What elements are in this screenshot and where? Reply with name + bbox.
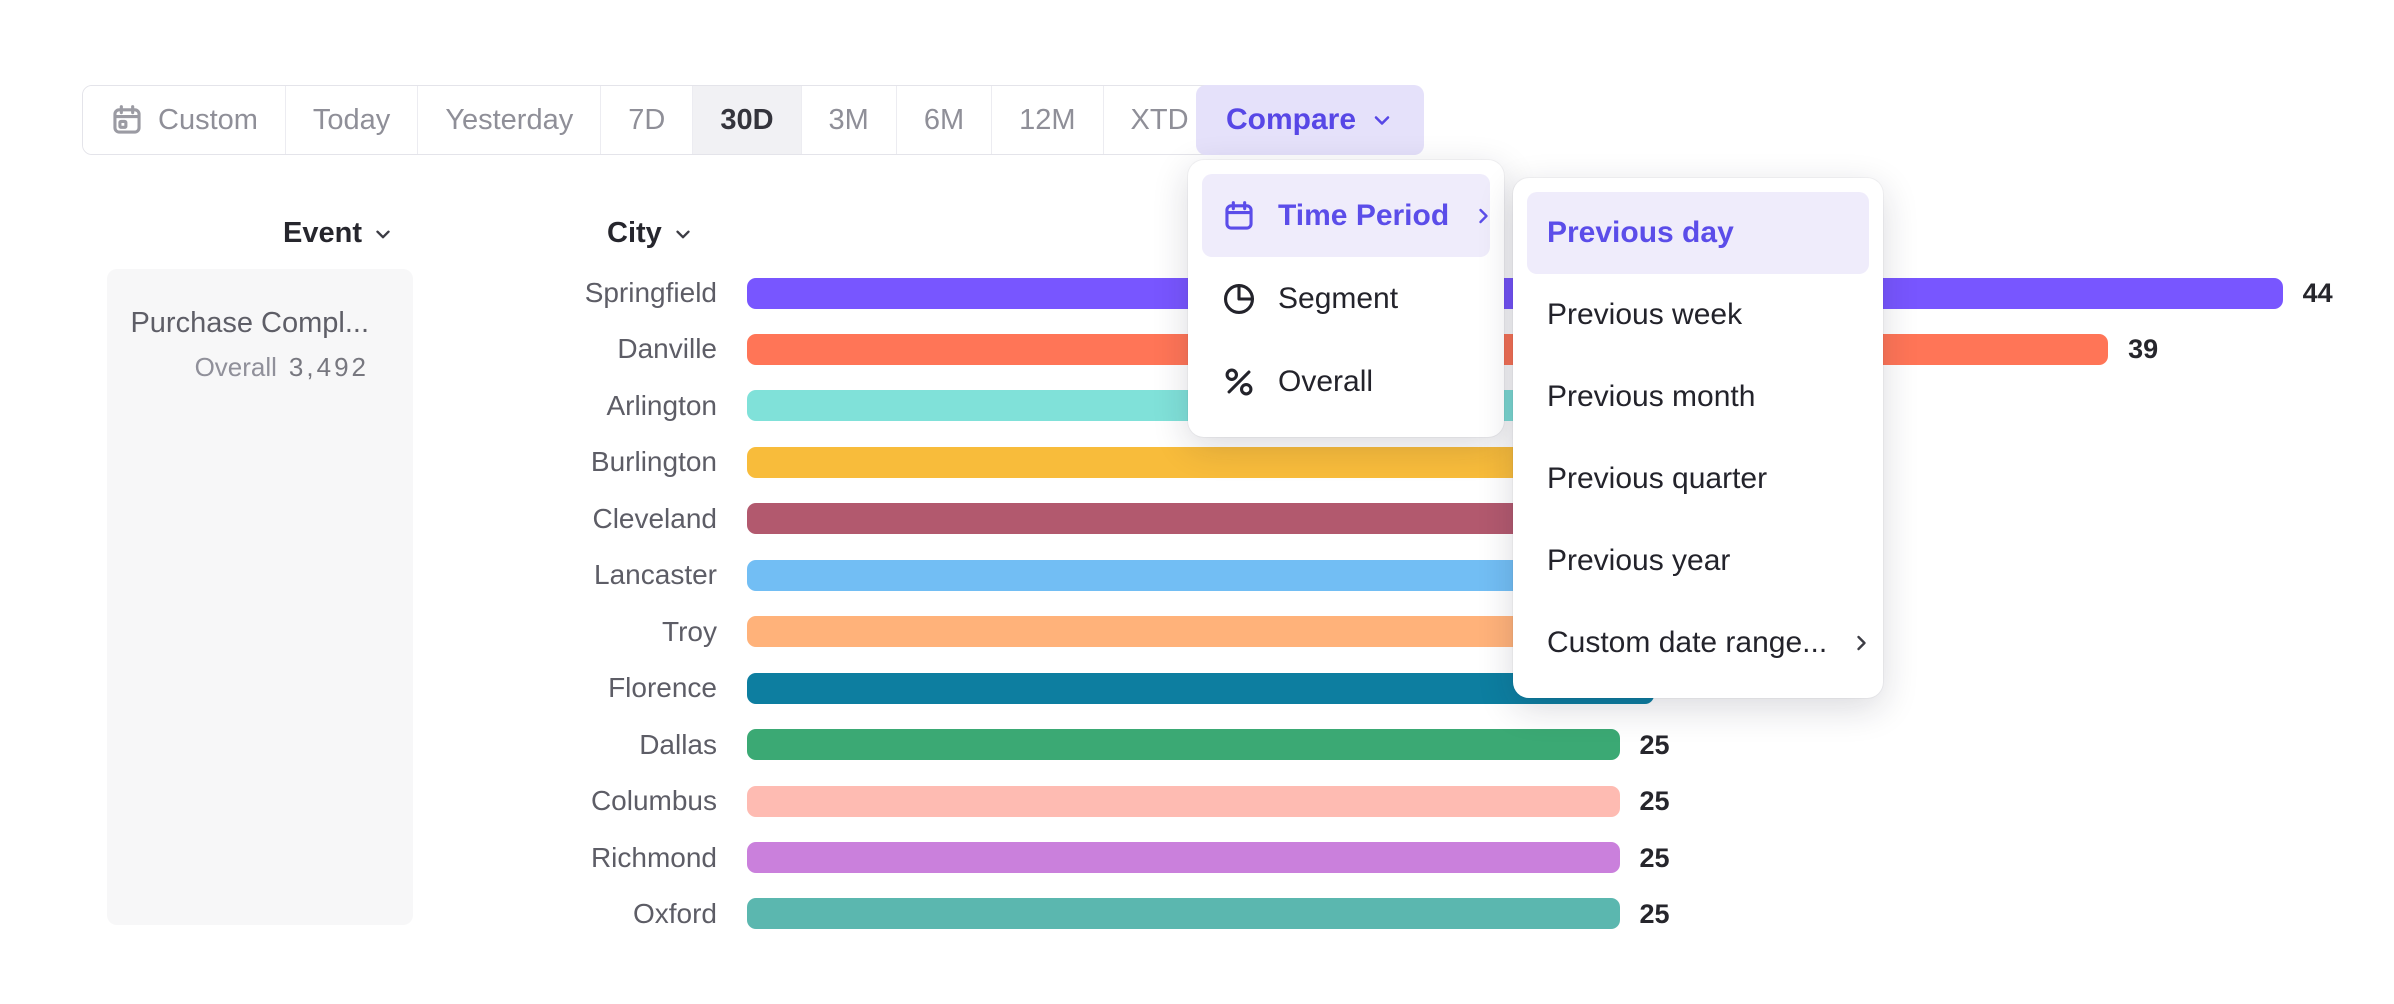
time-period-option-previous-day[interactable]: Previous day xyxy=(1527,192,1869,274)
menu-item-label: Segment xyxy=(1278,281,1399,315)
bar-label-cleveland: Cleveland xyxy=(592,502,717,534)
time-period-option-previous-month[interactable]: Previous month xyxy=(1527,356,1869,438)
menu-item-label: Previous quarter xyxy=(1547,462,1768,495)
event-card-metric-value: 3,492 xyxy=(288,352,369,382)
range-button-label: Custom xyxy=(158,103,258,136)
range-button-label: 6M xyxy=(923,103,965,136)
compare-menu-item-segment[interactable]: Segment xyxy=(1202,257,1490,340)
compare-button[interactable]: Compare xyxy=(1196,85,1425,155)
event-card[interactable]: Purchase Compl... Overall 3,492 xyxy=(107,269,413,925)
chevron-right-icon xyxy=(1479,208,1488,223)
range-button-today[interactable]: Today xyxy=(285,86,419,154)
range-button-label: 12M xyxy=(1019,103,1076,136)
bar-label-columbus: Columbus xyxy=(590,785,717,817)
bar-value-oxford: 25 xyxy=(1639,898,1670,929)
bar-value-columbus: 25 xyxy=(1639,786,1670,817)
menu-item-label: Previous year xyxy=(1547,544,1731,577)
time-period-option-previous-week[interactable]: Previous week xyxy=(1527,274,1869,356)
range-button-yesterday[interactable]: Yesterday xyxy=(418,86,602,154)
range-button-label: XTD xyxy=(1130,103,1189,136)
bar-troy[interactable] xyxy=(747,616,1655,648)
range-button-label: Yesterday xyxy=(445,103,574,136)
bar-dallas[interactable] xyxy=(747,729,1620,761)
bar-label-troy: Troy xyxy=(662,615,717,647)
time-period-option-custom-date-range[interactable]: Custom date range... xyxy=(1527,602,1869,684)
bar-value-richmond: 25 xyxy=(1639,842,1670,873)
bar-richmond[interactable] xyxy=(747,842,1620,873)
event-column-label: Event xyxy=(283,217,362,249)
chevron-down-icon xyxy=(1374,116,1390,125)
bar-label-oxford: Oxford xyxy=(632,897,717,929)
event-column-header[interactable]: Event xyxy=(283,217,394,250)
range-button-label: 30D xyxy=(720,103,774,136)
city-column-header[interactable]: City xyxy=(607,217,694,250)
chevron-down-icon xyxy=(376,230,390,238)
compare-menu: Time Period Segment Overall xyxy=(1188,160,1504,437)
bar-label-dallas: Dallas xyxy=(639,728,717,760)
compare-button-label: Compare xyxy=(1226,103,1357,136)
bar-label-springfield: Springfield xyxy=(584,277,717,308)
menu-item-label: Previous month xyxy=(1547,380,1756,413)
event-card-metric: Overall 3,492 xyxy=(127,352,369,383)
menu-item-label: Previous week xyxy=(1547,298,1743,331)
range-button-3m[interactable]: 3M xyxy=(801,86,897,154)
bar-label-lancaster: Lancaster xyxy=(594,559,717,591)
range-button-12m[interactable]: 12M xyxy=(992,86,1104,154)
percent-icon xyxy=(1225,368,1253,395)
event-card-title: Purchase Compl... xyxy=(130,307,369,339)
menu-item-label: Overall xyxy=(1278,364,1374,398)
pie-segment-icon xyxy=(1223,283,1255,314)
bar-columbus[interactable] xyxy=(747,785,1620,817)
bar-label-burlington: Burlington xyxy=(590,446,717,478)
bar-label-florence: Florence xyxy=(608,672,717,704)
range-button-6m[interactable]: 6M xyxy=(896,86,993,154)
compare-menu-item-time-period[interactable]: Time Period xyxy=(1202,174,1490,257)
bar-value-dallas: 25 xyxy=(1639,729,1670,760)
range-button-label: 7D xyxy=(628,103,666,136)
range-button-30d[interactable]: 30D xyxy=(693,86,802,154)
chevron-right-icon xyxy=(1857,635,1866,651)
bar-label-arlington: Arlington xyxy=(606,389,717,421)
bar-label-danville: Danville xyxy=(617,333,717,365)
menu-item-label: Custom date range... xyxy=(1547,626,1828,659)
city-column-label: City xyxy=(607,217,662,249)
calendar2-icon xyxy=(1225,200,1253,230)
calendar-icon xyxy=(113,105,141,134)
range-button-7d[interactable]: 7D xyxy=(601,86,694,154)
bar-oxford[interactable] xyxy=(747,898,1620,930)
range-button-custom[interactable]: Custom xyxy=(83,86,286,154)
time-period-submenu: Previous day Previous week Previous month P… xyxy=(1513,178,1883,698)
menu-item-label: Previous day xyxy=(1547,216,1734,249)
compare-menu-item-overall[interactable]: Overall xyxy=(1202,340,1490,423)
time-period-option-previous-quarter[interactable]: Previous quarter xyxy=(1527,438,1869,520)
bar-florence[interactable] xyxy=(747,672,1655,704)
time-period-option-previous-year[interactable]: Previous year xyxy=(1527,520,1869,602)
bar-label-richmond: Richmond xyxy=(590,841,717,873)
chevron-down-icon xyxy=(676,230,690,238)
bar-value-springfield: 44 xyxy=(2302,278,2333,308)
event-card-metric-label: Overall xyxy=(194,352,277,382)
bar-value-danville: 39 xyxy=(2128,334,2159,365)
date-range-control: Custom Today Yesterday 7D 30D 3M 6M 12M XTD xyxy=(82,85,1253,155)
range-button-label: 3M xyxy=(828,103,869,136)
range-button-label: Today xyxy=(312,103,391,136)
menu-item-label: Time Period xyxy=(1278,198,1450,232)
